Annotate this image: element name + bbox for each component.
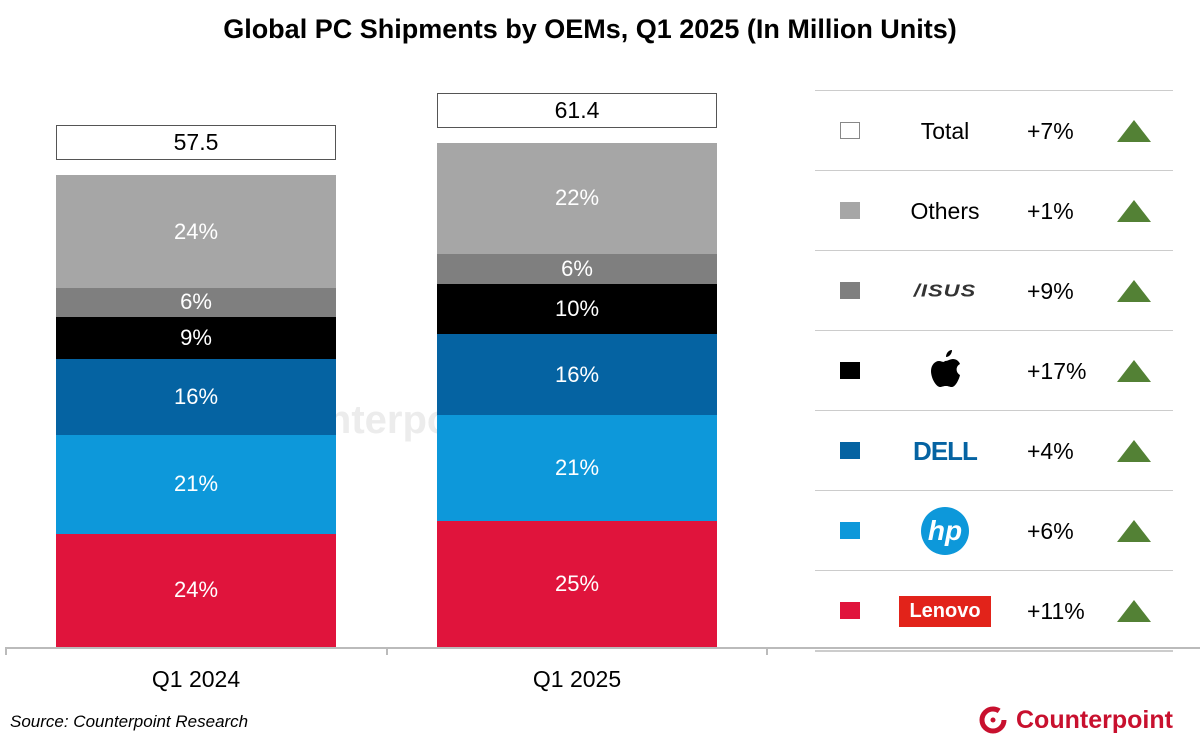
legend-item-hp: hp +6% (815, 490, 1173, 571)
counterpoint-logo-icon (979, 706, 1007, 734)
dell-logo-icon: DELL (913, 435, 978, 466)
bar-segment-apple: 9% (56, 316, 336, 360)
growth-value: +9% (1027, 277, 1074, 304)
growth-value: +7% (1027, 117, 1074, 144)
data-label: 24% (173, 218, 219, 244)
data-label: 6% (561, 255, 593, 281)
legend-item-lenovo: Lenovo +11% (815, 570, 1173, 651)
x-tick-label: Q1 2024 (151, 666, 241, 692)
legend-label: Others (910, 197, 980, 224)
source-note: Source: Counterpoint Research (10, 712, 249, 731)
data-label: 16% (554, 361, 600, 387)
data-label: 25% (554, 570, 600, 596)
x-axis-tick (766, 647, 768, 655)
growth-value: +1% (1027, 197, 1074, 224)
legend-item-others: Others +1% (815, 170, 1173, 251)
legend-item-apple: +17% (815, 330, 1173, 411)
bar-segment-hp: 21% (56, 434, 336, 534)
bar-segment-asus: 6% (437, 253, 717, 285)
up-triangle-icon (1117, 280, 1151, 302)
data-label: 6% (180, 289, 212, 315)
bar-segment-lenovo: 25% (437, 520, 717, 647)
legend-label: Total (920, 117, 970, 144)
legend-item-dell: DELL +4% (815, 410, 1173, 491)
asus-logo-icon: /ISUS (913, 280, 977, 301)
bar-segment-asus: 6% (56, 288, 336, 317)
brand-name: Counterpoint (1016, 705, 1173, 734)
lenovo-logo-icon: Lenovo (895, 571, 995, 651)
legend-item-total: Total +7% (815, 90, 1173, 171)
bar-segment-dell: 16% (437, 334, 717, 416)
data-label: 24% (173, 577, 219, 603)
total-label: 57.5 (56, 124, 336, 160)
up-triangle-icon (1117, 120, 1151, 142)
legend-bottom-divider (815, 650, 1173, 652)
legend-swatch (840, 362, 860, 379)
legend-swatch (840, 202, 860, 219)
x-axis-tick (386, 647, 388, 655)
brand-logo: Counterpoint (978, 705, 1173, 735)
apple-logo-icon (895, 331, 995, 411)
data-label: 10% (554, 296, 600, 322)
bar-segment-lenovo: 24% (56, 533, 336, 647)
data-label: 21% (554, 455, 600, 481)
data-label: 22% (554, 185, 600, 211)
legend-item-asus: /ISUS +9% (815, 250, 1173, 331)
up-triangle-icon (1117, 440, 1151, 462)
up-triangle-icon (1117, 200, 1151, 222)
x-axis-tick (5, 647, 7, 655)
x-tick-label: Q1 2025 (532, 666, 622, 692)
up-triangle-icon (1117, 360, 1151, 382)
data-label: 21% (173, 471, 219, 497)
chart-title: Global PC Shipments by OEMs, Q1 2025 (In… (223, 14, 957, 44)
legend-swatch (840, 522, 860, 539)
legend-swatch (840, 602, 860, 619)
legend-swatch (840, 442, 860, 459)
growth-value: +11% (1027, 597, 1085, 624)
hp-logo-icon: hp (895, 491, 995, 571)
legend-swatch (840, 122, 860, 139)
x-axis-line (5, 647, 1200, 649)
data-label: 9% (180, 324, 212, 350)
data-label: 16% (173, 383, 219, 409)
bar-segment-others: 22% (437, 142, 717, 254)
bar-segment-others: 24% (56, 174, 336, 289)
bar-segment-apple: 10% (437, 284, 717, 335)
legend-swatch (840, 282, 860, 299)
bar-segment-dell: 16% (56, 359, 336, 435)
total-label: 61.4 (437, 92, 717, 128)
growth-value: +17% (1027, 357, 1087, 384)
growth-value: +4% (1027, 437, 1074, 464)
up-triangle-icon (1117, 600, 1151, 622)
up-triangle-icon (1117, 520, 1151, 542)
growth-value: +6% (1027, 517, 1074, 544)
bar-segment-hp: 21% (437, 415, 717, 521)
